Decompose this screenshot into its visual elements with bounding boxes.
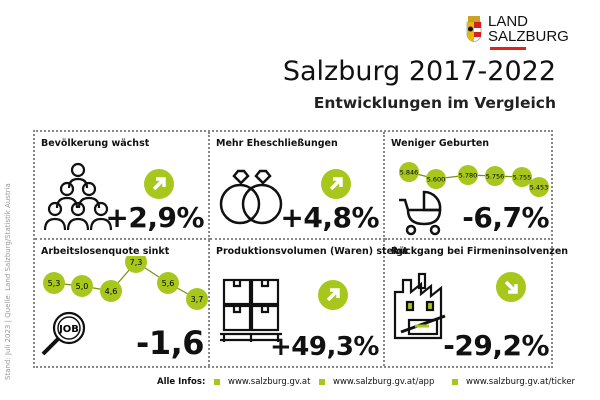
cell-title: Bevölkerung wächst xyxy=(41,138,150,149)
svg-text:JOB: JOB xyxy=(58,324,79,335)
trend-down-icon xyxy=(496,272,526,302)
footer-link-app[interactable]: www.salzburg.gv.at/app xyxy=(319,377,434,387)
people-icon xyxy=(43,162,113,231)
trend-up-icon xyxy=(318,280,348,310)
data-point: 5,0 xyxy=(71,275,93,297)
births-line-chart: 5.846 5.600 5.780 5.756 5.755 5.453 xyxy=(399,162,550,197)
data-point: 5,3 xyxy=(43,272,65,294)
svg-text:5,6: 5,6 xyxy=(162,279,175,288)
link-text[interactable]: www.salzburg.gv.at/ticker xyxy=(466,377,576,387)
svg-text:7,3: 7,3 xyxy=(130,258,143,267)
cell-title: Weniger Geburten xyxy=(391,138,490,149)
cell-value: -6,7% xyxy=(462,201,549,234)
data-point: 5,6 xyxy=(157,272,179,294)
logo-underline xyxy=(490,47,526,50)
cell-insolvencies: Rückgang bei Firmeninsolvenzen -29,2% xyxy=(385,240,568,366)
cell-value: +2,9% xyxy=(105,201,204,234)
bullet-icon xyxy=(214,378,220,385)
logo: LAND SALZBURG xyxy=(466,14,576,54)
svg-text:5.453: 5.453 xyxy=(530,184,549,192)
cell-value: +4,8% xyxy=(280,201,379,234)
unemployment-line-chart: 5,3 5,0 4,6 7,3 5,6 3,7 xyxy=(43,256,208,310)
baby-carriage-icon xyxy=(399,190,442,236)
cell-population: Bevölkerung wächst +2,9% xyxy=(35,132,210,240)
footer-label: Alle Infos: xyxy=(157,377,206,387)
pallet-boxes-icon xyxy=(220,278,282,342)
logo-line1: LAND xyxy=(488,13,529,30)
cell-marriages: Mehr Eheschließungen +4,8% xyxy=(210,132,385,240)
svg-text:5.600: 5.600 xyxy=(427,176,446,184)
data-point: 5.453 xyxy=(529,177,549,197)
svg-text:3,7: 3,7 xyxy=(191,295,204,304)
trend-up-icon xyxy=(144,169,174,199)
link-text[interactable]: www.salzburg.gv.at xyxy=(228,377,311,387)
closed-factory-icon xyxy=(393,272,446,340)
data-point: 5.755 xyxy=(512,167,532,187)
cell-births: Weniger Geburten 5.846 5.600 5.780 5.756… xyxy=(385,132,553,240)
footer-link-website[interactable]: www.salzburg.gv.at xyxy=(214,377,310,387)
cell-value: -1,6 xyxy=(136,324,204,362)
cell-title: Mehr Eheschließungen xyxy=(216,138,338,149)
cell-title: Arbeitslosenquote sinkt xyxy=(41,246,170,257)
wedding-rings-icon xyxy=(219,169,283,225)
stats-grid: Bevölkerung wächst +2,9% Mehr Eheschließ… xyxy=(33,130,568,368)
cell-value: -29,2% xyxy=(443,329,549,362)
data-point: 5.600 xyxy=(426,169,446,189)
footer-link-ticker[interactable]: www.salzburg.gv.at/ticker xyxy=(452,377,575,387)
job-search-icon: JOB xyxy=(41,311,86,356)
cell-unemployment: Arbeitslosenquote sinkt 5,3 5,0 4,6 7,3 … xyxy=(35,240,210,366)
cell-title: Produktionsvolumen (Waren) steigt xyxy=(216,246,408,257)
svg-text:5.846: 5.846 xyxy=(400,169,419,177)
coat-of-arms-icon xyxy=(466,16,482,42)
svg-text:5.756: 5.756 xyxy=(486,173,505,181)
data-point: 5.756 xyxy=(485,166,505,186)
data-point: 5.780 xyxy=(458,165,478,185)
data-point: 7,3 xyxy=(125,256,147,273)
trend-up-icon xyxy=(321,169,351,199)
svg-text:5,0: 5,0 xyxy=(76,282,89,291)
link-text[interactable]: www.salzburg.gv.at/app xyxy=(333,377,435,387)
data-point: 5.846 xyxy=(399,162,419,182)
data-point: 4,6 xyxy=(100,280,122,302)
cell-value: +49,3% xyxy=(270,332,380,362)
svg-text:4,6: 4,6 xyxy=(105,287,118,296)
cell-production: Produktionsvolumen (Waren) steigt +49,3% xyxy=(210,240,408,366)
svg-text:5,3: 5,3 xyxy=(48,279,61,288)
page-subtitle: Entwicklungen im Vergleich xyxy=(313,94,556,112)
svg-text:5.755: 5.755 xyxy=(513,174,532,182)
page-title: Salzburg 2017-2022 xyxy=(282,56,556,87)
bullet-icon xyxy=(452,378,458,385)
bullet-icon xyxy=(319,378,325,385)
data-point: 3,7 xyxy=(186,288,208,310)
logo-line2: SALZBURG xyxy=(488,28,569,45)
svg-text:5.780: 5.780 xyxy=(459,172,478,180)
cell-title: Rückgang bei Firmeninsolvenzen xyxy=(391,246,569,257)
source-note: Stand: Juli 2023 | Quelle: Land Salzburg… xyxy=(4,183,12,380)
